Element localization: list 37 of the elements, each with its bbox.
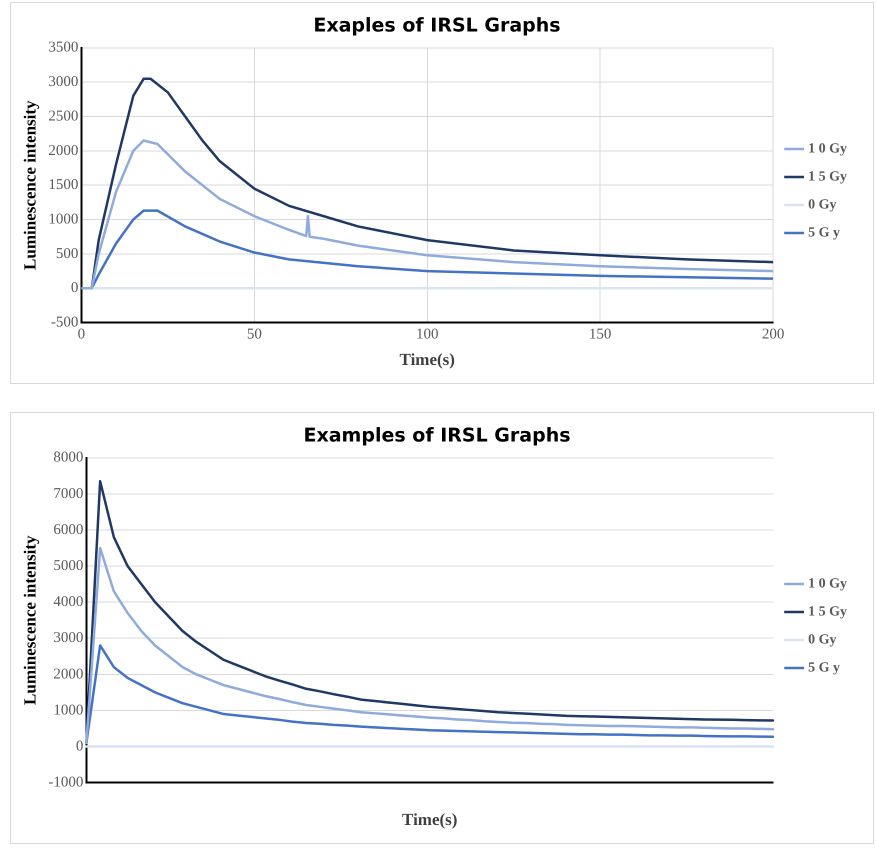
y-tick-label: 2500 <box>48 108 78 124</box>
y-tick-label: 1500 <box>48 177 78 194</box>
y-tick-label: 4000 <box>53 594 84 610</box>
y-tick-label: 2000 <box>53 666 84 682</box>
y-tick-label: 0 <box>76 738 84 754</box>
legend-label: 5 G y <box>808 660 840 676</box>
y-tick-label: 0 <box>70 280 78 296</box>
chart-title: Exaples of IRSL Graphs <box>313 14 561 36</box>
x-axis-title: Time(s) <box>402 810 458 830</box>
y-tick-label: 1000 <box>48 211 78 228</box>
y-tick-label: 500 <box>56 246 78 262</box>
x-tick-label: 200 <box>762 326 784 343</box>
x-tick-label: 100 <box>416 326 439 343</box>
y-tick-label: 7000 <box>53 486 84 502</box>
legend-label: 1 5 Gy <box>808 604 847 620</box>
y-tick-label: 2000 <box>48 142 78 159</box>
x-tick-label: 150 <box>588 326 612 343</box>
y-tick-label: 3500 <box>48 40 78 56</box>
y-axis-title: Luminescence intensity <box>20 534 40 705</box>
x-tick-label: 50 <box>246 326 262 343</box>
y-tick-label: 5000 <box>53 558 84 574</box>
y-axis-title: Luminescence intensity <box>20 100 40 270</box>
y-tick-label: 6000 <box>53 522 84 538</box>
y-tick-label: 3000 <box>48 74 78 90</box>
chart-title: Examples of IRSL Graphs <box>303 424 571 446</box>
y-tick-label: -500 <box>50 314 78 331</box>
y-tick-label: 3000 <box>53 630 84 646</box>
y-tick-label: 1000 <box>53 702 84 718</box>
legend-label: 1 0 Gy <box>808 142 847 157</box>
legend-label: 5 G y <box>808 226 840 241</box>
x-axis-title: Time(s) <box>400 350 455 370</box>
y-tick-label: 8000 <box>53 450 84 466</box>
legend-label: 1 0 Gy <box>808 576 847 592</box>
legend-label: 1 5 Gy <box>808 170 847 185</box>
y-tick-label: -1000 <box>48 774 84 791</box>
legend-label: 0 Gy <box>808 632 836 648</box>
legend-label: 0 Gy <box>808 198 836 213</box>
